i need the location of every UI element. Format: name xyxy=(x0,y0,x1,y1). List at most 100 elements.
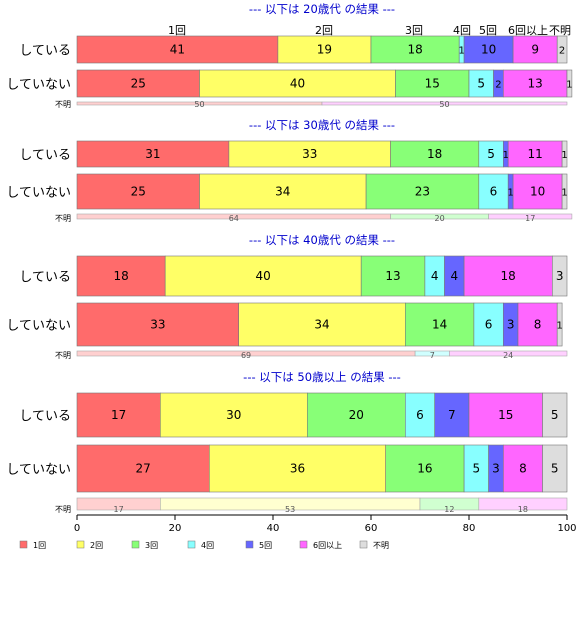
bar-segment xyxy=(76,302,239,347)
row-label: している xyxy=(19,409,71,424)
bar-segment xyxy=(404,392,435,438)
data-label: 2 xyxy=(559,46,565,57)
legend-swatch xyxy=(245,540,254,549)
fumei-data-label: 64 xyxy=(229,214,239,223)
fumei-data-label: 50 xyxy=(194,100,204,109)
legend-label: 6回以上 xyxy=(313,541,342,550)
bar-segment xyxy=(76,392,161,438)
bar-segment xyxy=(76,444,210,493)
data-label: 10 xyxy=(481,43,496,57)
bar-segment xyxy=(360,255,426,297)
row-label: していない xyxy=(6,463,71,478)
legend-swatch xyxy=(76,540,85,549)
top-category-label: 1回 xyxy=(168,24,186,37)
data-label: 13 xyxy=(385,269,400,283)
legend-swatch xyxy=(19,540,28,549)
bar-segment xyxy=(395,69,470,98)
data-label: 3 xyxy=(492,462,500,476)
legend-swatch xyxy=(359,540,368,549)
legend-swatch xyxy=(187,540,196,549)
x-tick-label: 0 xyxy=(74,523,80,534)
bar-segment xyxy=(502,69,568,98)
data-label: 15 xyxy=(498,408,513,422)
fumei-row-label: 不明 xyxy=(55,214,71,223)
fumei-data-label: 69 xyxy=(241,351,251,360)
bar-segment xyxy=(228,140,391,168)
bar-segment xyxy=(385,444,465,493)
data-label: 25 xyxy=(131,185,146,199)
data-label: 23 xyxy=(415,185,430,199)
fumei-data-label: 50 xyxy=(439,100,449,109)
data-label: 31 xyxy=(145,147,160,161)
x-tick-label: 80 xyxy=(463,523,476,534)
bar-segment xyxy=(463,35,514,64)
row-label: している xyxy=(19,44,71,59)
data-label: 34 xyxy=(314,318,329,332)
data-label: 8 xyxy=(519,462,527,476)
data-label: 33 xyxy=(150,318,165,332)
bar-segment xyxy=(542,392,568,438)
bar-segment xyxy=(463,255,553,297)
bar-segment xyxy=(463,444,489,493)
bar-segment xyxy=(512,173,563,210)
fumei-data-label: 17 xyxy=(114,505,124,514)
x-tick-label: 100 xyxy=(557,523,576,534)
bar-segment xyxy=(556,302,563,347)
data-label: 1 xyxy=(561,188,567,199)
data-label: 18 xyxy=(113,269,128,283)
legend-label: 5回 xyxy=(259,541,272,550)
data-label: 19 xyxy=(317,43,332,57)
bar-segment xyxy=(473,302,504,347)
group-title: --- 以下は 40歳代 の結果 --- xyxy=(249,233,395,247)
fumei-row-label: 不明 xyxy=(55,100,71,109)
legend-label: 1回 xyxy=(33,541,46,550)
bar-segment xyxy=(566,69,573,98)
data-label: 40 xyxy=(256,269,271,283)
data-label: 1 xyxy=(556,321,562,332)
top-category-label: 5回 xyxy=(479,24,497,37)
bar-segment xyxy=(164,255,362,297)
data-label: 6 xyxy=(485,318,493,332)
bar-segment xyxy=(517,302,558,347)
data-label: 10 xyxy=(530,185,545,199)
legend-label: 3回 xyxy=(145,541,158,550)
row-label: している xyxy=(19,270,71,285)
top-category-label: 3回 xyxy=(405,24,423,37)
bar-segment xyxy=(277,35,372,64)
legend-label: 4回 xyxy=(201,541,214,550)
data-label: 1 xyxy=(561,150,567,161)
data-label: 1 xyxy=(507,188,513,199)
data-label: 11 xyxy=(528,147,543,161)
data-label: 4 xyxy=(431,269,439,283)
bar-segment xyxy=(556,35,568,64)
data-label: 33 xyxy=(302,147,317,161)
bar-segment xyxy=(76,255,166,297)
data-label: 6 xyxy=(490,185,498,199)
bar-segment xyxy=(76,35,279,64)
fumei-data-label: 20 xyxy=(435,214,445,223)
x-tick-label: 40 xyxy=(267,523,280,534)
group-title: --- 以下は 50歳以上 の結果 --- xyxy=(243,370,401,384)
data-label: 1 xyxy=(503,150,509,161)
bar-segment xyxy=(502,444,543,493)
data-label: 1 xyxy=(566,80,572,91)
data-label: 5 xyxy=(551,462,559,476)
data-label: 40 xyxy=(290,77,305,91)
top-category-label: 2回 xyxy=(315,24,333,37)
data-label: 8 xyxy=(534,318,542,332)
data-label: 3 xyxy=(556,269,564,283)
fumei-data-label: 24 xyxy=(503,351,513,360)
data-label: 3 xyxy=(507,318,515,332)
data-label: 2 xyxy=(495,80,501,91)
fumei-data-label: 53 xyxy=(285,505,295,514)
bar-segment xyxy=(542,444,568,493)
data-label: 17 xyxy=(111,408,126,422)
group-title: --- 以下は 20歳代 の結果 --- xyxy=(249,2,395,16)
data-label: 7 xyxy=(448,408,456,422)
row-label: している xyxy=(19,148,71,163)
bar-segment xyxy=(365,173,480,210)
data-label: 41 xyxy=(170,43,185,57)
legend-swatch xyxy=(299,540,308,549)
data-label: 6 xyxy=(416,408,424,422)
data-label: 18 xyxy=(427,147,442,161)
